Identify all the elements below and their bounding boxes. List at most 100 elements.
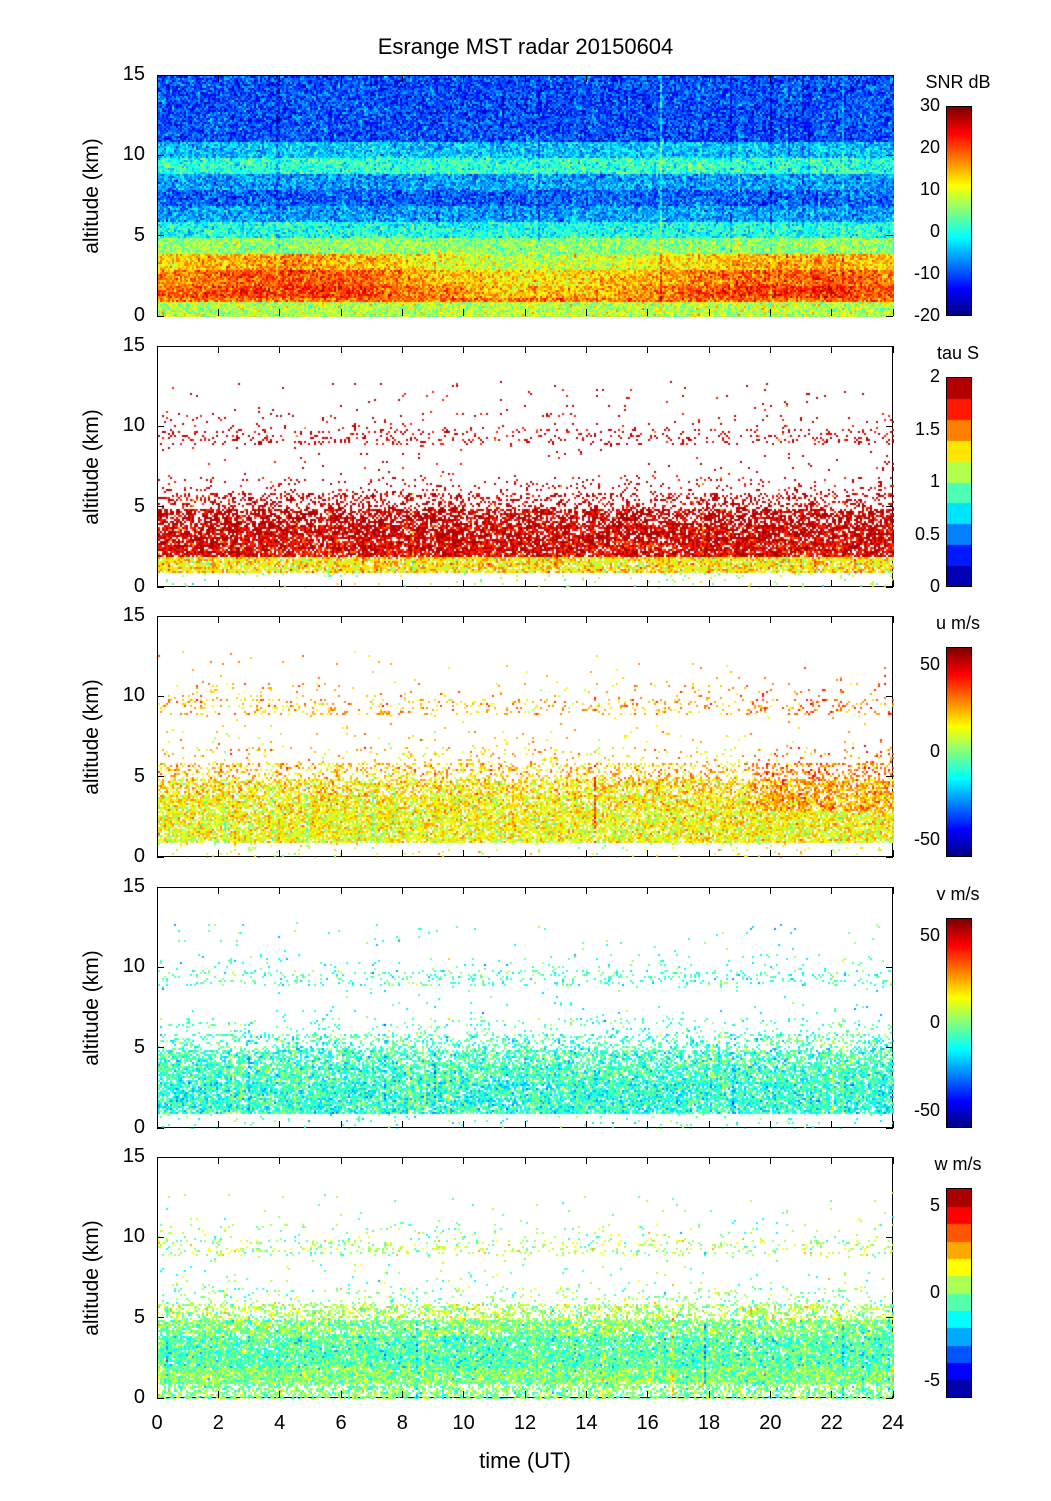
x-tick-label: 16	[636, 1412, 659, 1434]
x-tick-top	[831, 346, 833, 353]
colorbar-tick-label: -20	[913, 305, 940, 325]
x-tick	[524, 580, 526, 587]
x-tick	[463, 309, 465, 316]
y-tick	[157, 776, 164, 778]
x-tick-label: 14	[575, 1412, 598, 1434]
x-tick	[156, 1391, 158, 1398]
y-tick-right	[886, 966, 893, 968]
x-tick	[831, 309, 833, 316]
colorbar-v	[946, 918, 972, 1128]
y-tick-label: 5	[133, 223, 145, 246]
x-tick-top	[769, 1157, 771, 1164]
y-tick	[157, 966, 164, 968]
colorbar-tick-label: 0	[929, 576, 940, 596]
y-tick	[157, 1156, 164, 1158]
y-tick	[157, 506, 164, 508]
x-tick	[340, 309, 342, 316]
x-tick-top	[279, 887, 281, 894]
colorbar-tick-label: -5	[923, 1369, 940, 1390]
x-tick-top	[708, 616, 710, 623]
x-tick	[401, 580, 403, 587]
colorbar-tick-label: -10	[913, 263, 940, 283]
colorbar-tick-label: 0.5	[914, 523, 940, 544]
x-tick	[647, 309, 649, 316]
y-tick	[157, 425, 164, 427]
x-tick-label: 22	[820, 1412, 843, 1434]
x-tick-top	[401, 887, 403, 894]
x-tick-top	[340, 887, 342, 894]
x-tick-label: 12	[513, 1412, 537, 1434]
x-tick-top	[585, 616, 587, 623]
colorbar-title: v m/s	[936, 884, 980, 904]
x-tick-top	[708, 75, 710, 82]
x-tick	[401, 1121, 403, 1128]
x-tick	[340, 580, 342, 587]
x-tick	[831, 1121, 833, 1128]
y-tick-label: 0	[133, 1386, 145, 1408]
x-tick-top	[769, 616, 771, 623]
x-tick	[585, 309, 587, 316]
y-tick-label: 0	[133, 575, 145, 597]
x-tick	[279, 580, 281, 587]
x-tick	[463, 580, 465, 587]
x-tick	[892, 309, 894, 316]
x-tick	[831, 580, 833, 587]
x-tick	[585, 850, 587, 857]
x-tick	[401, 850, 403, 857]
y-tick	[157, 886, 164, 888]
x-tick-top	[892, 1157, 894, 1164]
y-tick-right	[886, 1236, 893, 1238]
y-tick	[157, 695, 164, 697]
y-tick-right	[886, 856, 893, 858]
heatmap-panel-u	[157, 616, 894, 858]
x-tick	[156, 1121, 158, 1128]
x-tick-top	[524, 75, 526, 82]
x-tick	[769, 850, 771, 857]
x-tick-top	[524, 346, 526, 353]
x-tick-label: 18	[697, 1412, 721, 1434]
y-tick-label: 10	[122, 1225, 145, 1248]
x-tick-top	[647, 887, 649, 894]
x-tick-top	[156, 1157, 158, 1164]
x-tick-top	[156, 346, 158, 353]
x-tick-label: 6	[335, 1412, 347, 1434]
x-tick-label: 24	[881, 1412, 905, 1434]
x-tick	[279, 309, 281, 316]
y-tick	[157, 615, 164, 617]
y-tick-right	[886, 1127, 893, 1129]
y-axis-title: altitude (km)	[80, 678, 103, 795]
x-tick-top	[401, 1157, 403, 1164]
x-tick	[831, 1391, 833, 1398]
y-tick-right	[886, 695, 893, 697]
y-tick-label: 10	[122, 414, 145, 437]
y-axis-title: altitude (km)	[80, 949, 103, 1066]
x-tick-top	[217, 75, 219, 82]
x-tick	[769, 1121, 771, 1128]
x-tick	[156, 850, 158, 857]
colorbar-w	[946, 1188, 972, 1398]
y-tick-right	[886, 586, 893, 588]
y-tick-right	[886, 345, 893, 347]
y-tick	[157, 345, 164, 347]
x-tick	[647, 580, 649, 587]
y-axis-title: altitude (km)	[80, 408, 103, 525]
colorbar-gradient	[947, 1189, 971, 1397]
colorbar-gradient	[947, 919, 971, 1127]
x-tick-top	[217, 887, 219, 894]
x-tick-top	[340, 1157, 342, 1164]
y-tick-label: 5	[133, 494, 145, 517]
x-tick	[401, 309, 403, 316]
colorbar-title: tau S	[936, 343, 980, 363]
x-tick-top	[524, 887, 526, 894]
y-tick-label: 10	[122, 955, 145, 978]
y-tick-right	[886, 1317, 893, 1319]
colorbar-tick-label: 2	[929, 366, 940, 386]
x-tick-top	[156, 616, 158, 623]
colorbar-tick-label: 0	[929, 1282, 940, 1302]
x-tick-top	[463, 75, 465, 82]
x-tick	[279, 1391, 281, 1398]
y-tick	[157, 1397, 164, 1399]
colorbar-tick-label: 20	[919, 137, 940, 157]
x-tick-label: 8	[396, 1412, 408, 1434]
y-tick-label: 0	[133, 304, 145, 326]
